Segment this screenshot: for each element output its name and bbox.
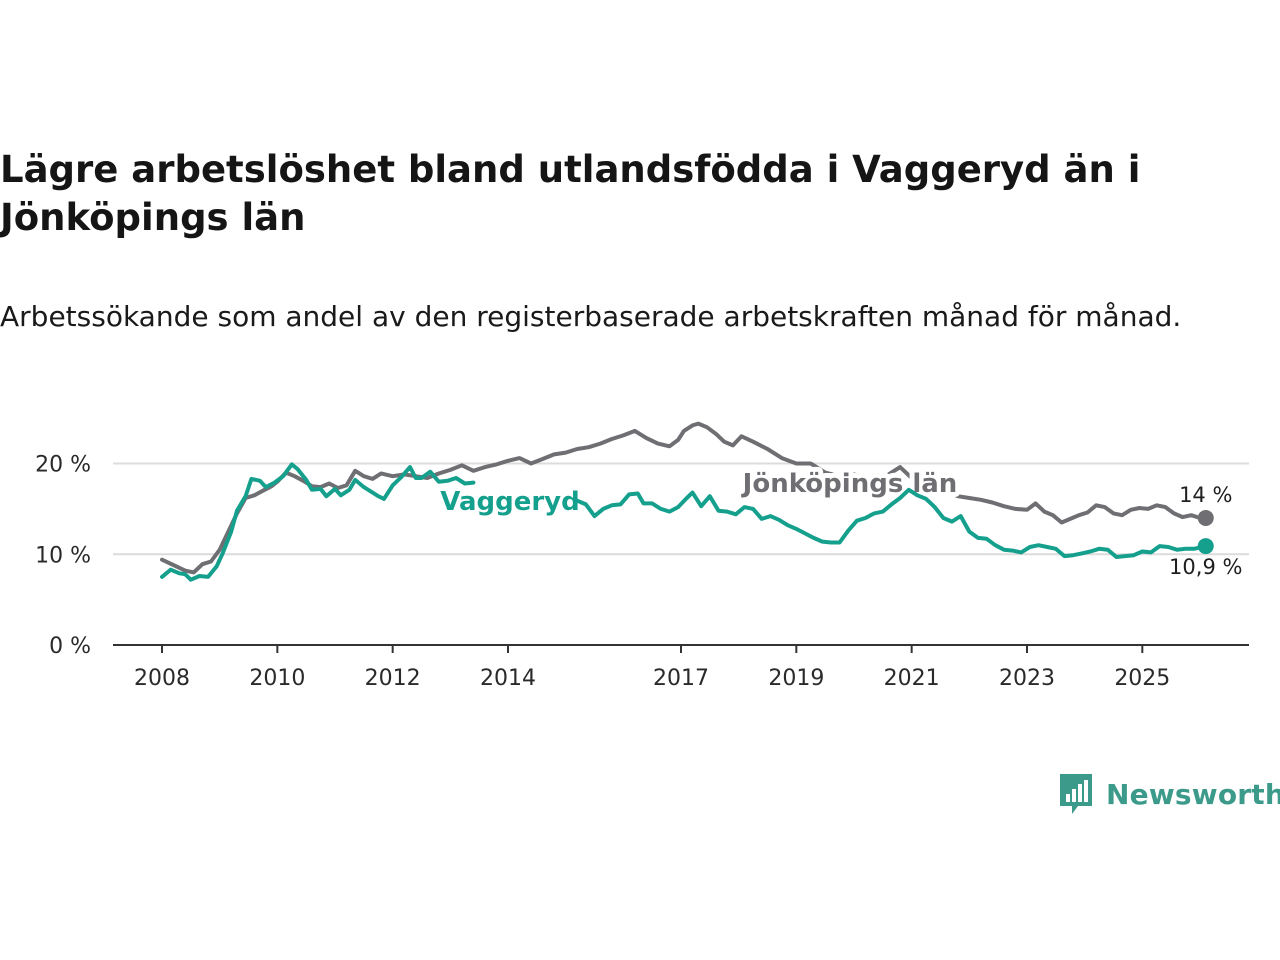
y-tick-label: 20 %	[35, 453, 91, 478]
series-line-jonkopings-lan	[160, 421, 1208, 575]
x-tick-label: 2021	[884, 666, 940, 691]
x-tick-label: 2025	[1114, 666, 1170, 691]
x-tick-label: 2017	[653, 666, 709, 691]
series: Jönköpings län Vaggeryd	[160, 421, 1208, 582]
x-tick-label: 2019	[768, 666, 824, 691]
y-tick-label: 10 %	[35, 543, 91, 568]
x-tick-label: 2012	[365, 666, 421, 691]
end-label-vaggeryd: 10,9 %	[1169, 555, 1242, 579]
chart-title: Lägre arbetslöshet bland utlandsfödda i …	[0, 148, 1141, 239]
endpoint-vaggeryd	[1197, 538, 1214, 555]
series-line-vaggeryd	[160, 462, 476, 582]
newsworthy-logo-text: Newsworthy	[1106, 777, 1280, 811]
newsworthy-logo: Newsworthy	[1058, 772, 1280, 816]
x-tick-label: 2023	[999, 666, 1055, 691]
labels: Vaggeryd 14 % 10,9 %	[440, 483, 1242, 579]
y-tick-label: 0 %	[49, 634, 91, 659]
end-label-jonkopings-lan: 14 %	[1179, 483, 1232, 507]
x-axis: 2008 2010 2012 2014 2017 2019 2021 2023 2025	[113, 644, 1249, 691]
line-chart: 0 % 10 % 20 % 2008 2010 2012 2014 2017 2019 2021…	[35, 421, 1249, 691]
x-tick-label: 2008	[134, 666, 190, 691]
series-line-vaggeryd	[575, 487, 1208, 559]
series-label-vaggeryd: Vaggeryd	[440, 487, 579, 517]
y-axis: 0 % 10 % 20 %	[35, 453, 91, 659]
newsworthy-logo-icon	[1060, 774, 1092, 814]
x-tick-label: 2010	[249, 666, 305, 691]
chart-subtitle: Arbetssökande som andel av den registerb…	[0, 300, 1182, 333]
x-tick-label: 2014	[480, 666, 536, 691]
series-label-jonkopings-lan: Jönköpings län	[741, 469, 958, 499]
endpoint-jonkopings-lan	[1197, 509, 1214, 526]
